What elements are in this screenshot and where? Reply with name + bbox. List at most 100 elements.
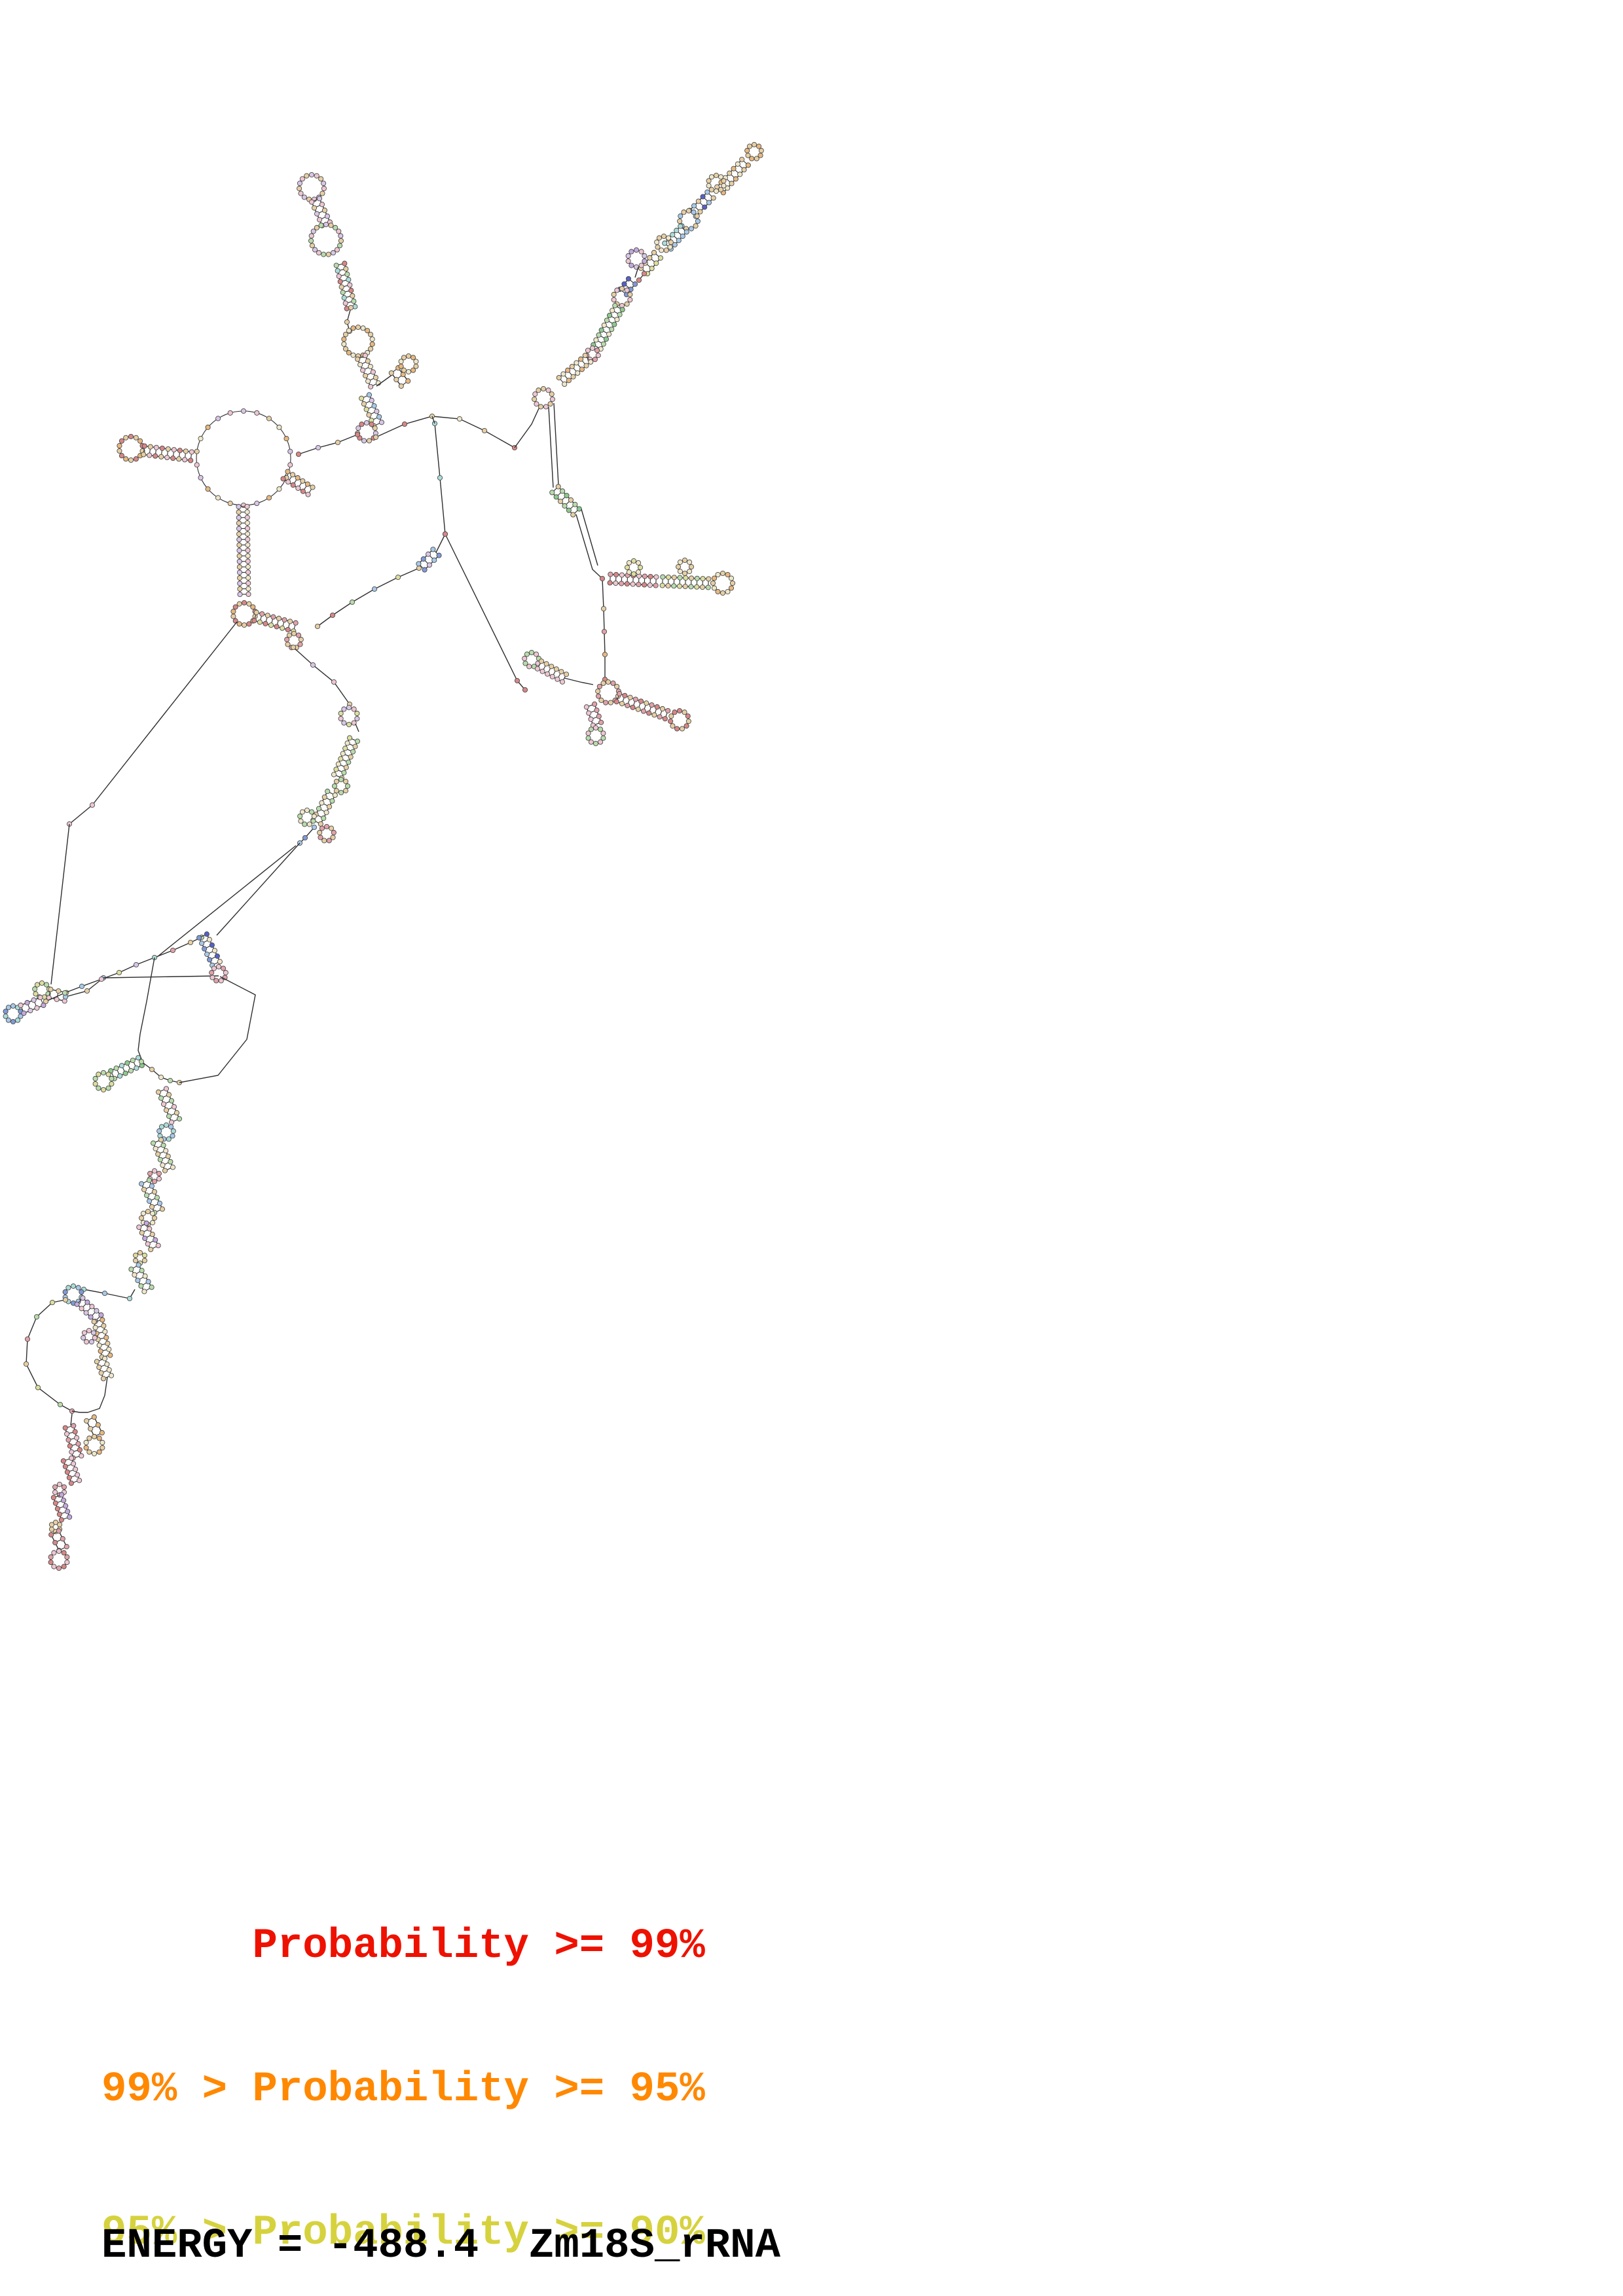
rna-helix [251, 609, 299, 634]
rna-chain [297, 824, 318, 846]
rna-chain [553, 403, 559, 486]
rna-loop [744, 141, 764, 162]
rna-helix [583, 701, 604, 728]
rna-helix [549, 484, 582, 518]
rna-loop [585, 725, 606, 747]
rna-loop [668, 708, 691, 732]
rna-loop [194, 408, 293, 509]
legend-line-95: 99% > Probability >= 95% [101, 2066, 705, 2113]
rna-helix [141, 443, 194, 463]
rna-helix [196, 931, 223, 968]
rna-loop [297, 807, 317, 827]
rna-helix [359, 392, 384, 429]
rna-helix [74, 1295, 104, 1324]
probability-legend: Probability >= 99% 99% > Probability >= … [101, 1827, 705, 2296]
rna-chain [373, 413, 518, 451]
rna-helix [91, 1317, 113, 1360]
rna-chain [216, 842, 301, 936]
rna-chain [87, 1376, 108, 1413]
rna-chain [70, 1413, 73, 1426]
rna-helix [280, 469, 316, 497]
rna-chain [138, 1058, 183, 1086]
rna-helix [94, 1355, 115, 1382]
rna-helix [416, 547, 442, 573]
rna-helix [128, 1262, 155, 1295]
rna-helix [534, 658, 570, 685]
rna-chain [548, 406, 554, 488]
rna-chain [156, 845, 297, 958]
rna-helix [60, 1455, 82, 1486]
rna-chain [92, 621, 238, 806]
rna-helix [150, 1137, 176, 1174]
rna-helix [136, 1220, 161, 1253]
rna-chain [71, 1410, 88, 1413]
rna-chain [103, 975, 219, 978]
rna-chain [295, 431, 361, 457]
rna-chain [81, 1286, 133, 1302]
rna-loop [308, 221, 344, 257]
rna-helix [62, 1423, 84, 1461]
rna-loop [83, 1433, 105, 1457]
rna-helix [18, 994, 46, 1016]
rna-chain [431, 416, 435, 424]
rna-chain [581, 509, 598, 566]
rna-chain [435, 533, 446, 553]
legend-line-90: 95% > Probability >= 90% [101, 2210, 705, 2257]
rna-chain [636, 270, 647, 283]
rna-helix [331, 735, 361, 781]
rna-chain [442, 531, 528, 693]
rna-loop [624, 558, 644, 577]
rna-chain [575, 514, 603, 579]
rna-loop [48, 1548, 70, 1571]
rna-loop [706, 172, 727, 194]
rna-chain [66, 802, 96, 827]
rna-helix [48, 1528, 69, 1553]
rna-loop [398, 353, 419, 375]
rna-loop [317, 823, 337, 844]
rna-chain [634, 266, 639, 278]
rna-loop [52, 1481, 67, 1498]
rna-helix [591, 302, 625, 352]
rna-helix [50, 1492, 73, 1523]
rna-helix [333, 260, 358, 312]
rna-helix [310, 789, 338, 827]
rna-chain [564, 677, 594, 685]
rna-loop [338, 704, 360, 728]
legend-line-99: Probability >= 99% [101, 1923, 705, 1970]
rna-helix [236, 503, 251, 598]
rna-loop [209, 963, 228, 984]
rna-helix [687, 189, 716, 219]
rna-loop [92, 1069, 115, 1093]
rna-helix [613, 691, 671, 722]
rna-loop [611, 285, 633, 309]
rna-loop [230, 600, 258, 628]
rna-loop [3, 1003, 24, 1025]
rna-helix [139, 1177, 165, 1215]
rna-chain [514, 406, 540, 448]
rna-helix [659, 574, 712, 590]
rna-chain [599, 575, 608, 683]
rna-chain [290, 644, 353, 708]
rna-loop [117, 433, 145, 463]
rna-loop [625, 247, 647, 270]
rna-loop [532, 386, 555, 410]
rna-chain [137, 957, 155, 1051]
rna-chain [376, 374, 393, 387]
rna-helix [388, 365, 411, 389]
energy-line: ENERGY = -488.4 Zm18S_rRNA [101, 2223, 780, 2270]
rna-helix [155, 1086, 183, 1125]
rna-loop [341, 324, 375, 359]
rna-chain [355, 723, 359, 732]
rna-loop [654, 233, 674, 253]
rna-helix [108, 1055, 145, 1081]
rna-loop [297, 171, 327, 202]
rna-chain [23, 1297, 75, 1414]
rna-loop [81, 1327, 98, 1345]
rna-chain [431, 420, 448, 537]
rna-chain [50, 823, 70, 985]
rna-loop [675, 557, 695, 577]
rna-loop [710, 570, 736, 596]
rna-loop [331, 776, 351, 796]
